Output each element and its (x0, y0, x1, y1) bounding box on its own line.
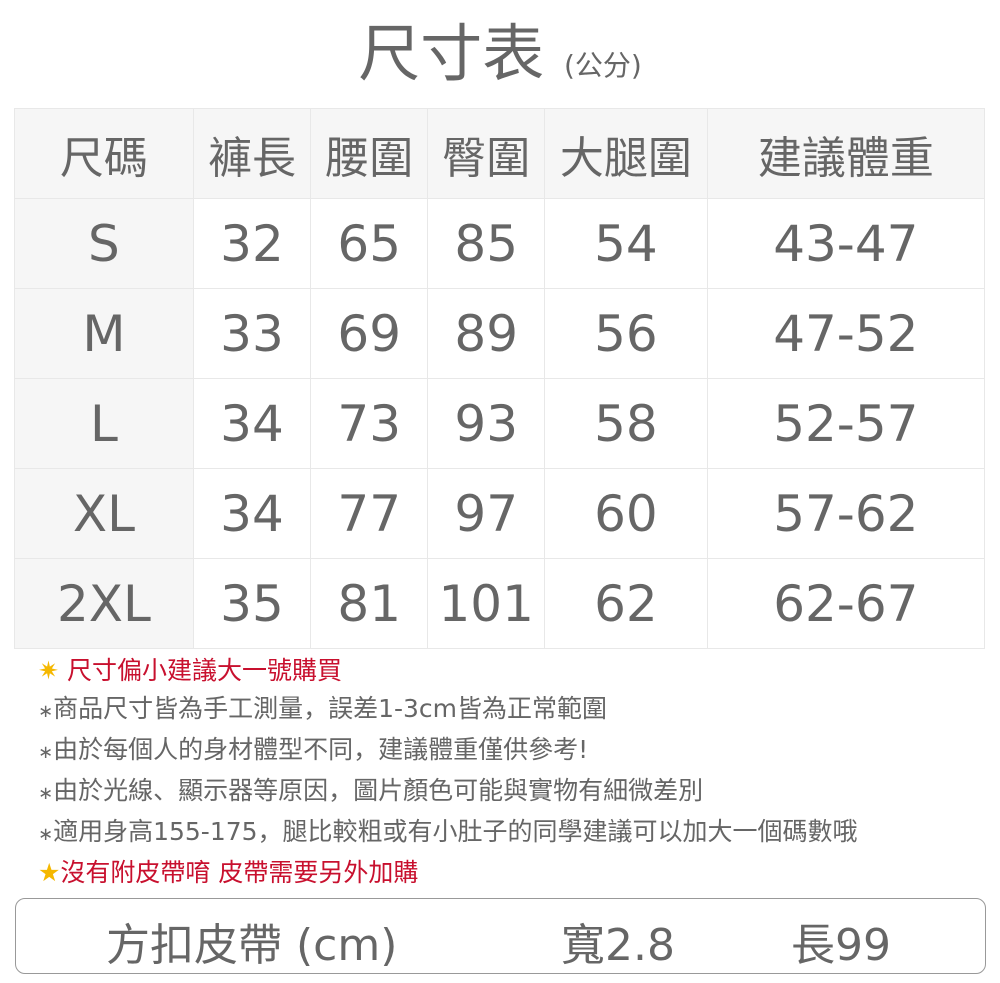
table-cell: 57-62 (706, 468, 986, 559)
table-cell: S (14, 198, 194, 289)
asterisk-icon: ∗ (38, 783, 54, 804)
note-item: ∗商品尺寸皆為手工測量，誤差1-3cm皆為正常範圍 (38, 690, 858, 731)
table-cell: 2XL (14, 558, 194, 649)
table-cell: 60 (544, 468, 708, 559)
table-cell: 89 (427, 288, 546, 379)
table-cell: 35 (192, 558, 312, 649)
note-item: ∗適用身高155-175，腿比較粗或有小肚子的同學建議可以加大一個碼數哦 (38, 813, 858, 854)
note-text: 適用身高155-175，腿比較粗或有小肚子的同學建議可以加大一個碼數哦 (53, 817, 858, 846)
note-item: ∗由於光線、顯示器等原因，圖片顏色可能與實物有細微差別 (38, 772, 858, 813)
table-cell: 47-52 (706, 288, 986, 379)
star-icon: ★ (38, 858, 61, 887)
table-cell: 62 (544, 558, 708, 649)
column-header: 臀圍 (427, 108, 546, 199)
table-cell: M (14, 288, 194, 379)
page-title: 尺寸表 (公分) (0, 14, 1000, 106)
note-text: 由於每個人的身材體型不同，建議體重僅供參考! (53, 735, 589, 764)
table-cell: 101 (427, 558, 546, 649)
table-cell: 34 (192, 378, 312, 469)
table-cell: 65 (310, 198, 429, 289)
column-header: 尺碼 (14, 108, 194, 199)
table-cell: 58 (544, 378, 708, 469)
table-cell: 56 (544, 288, 708, 379)
belt-length: 長99 (791, 920, 891, 971)
table-row: 2XL 35 81 101 62 62-67 (14, 558, 986, 649)
note-item: ✷ 尺寸偏小建議大一號購買 (38, 652, 858, 690)
note-text: 尺寸偏小建議大一號購買 (66, 656, 342, 685)
column-header: 建議體重 (706, 108, 986, 199)
table-cell: 81 (310, 558, 429, 649)
note-text: 沒有附皮帶唷 皮帶需要另外加購 (60, 858, 419, 887)
table-cell: 33 (192, 288, 312, 379)
column-header: 褲長 (192, 108, 312, 199)
asterisk-icon: ∗ (38, 701, 54, 722)
table-cell: 85 (427, 198, 546, 289)
header-row: 尺碼 褲長 腰圍 臀圍 大腿圍 建議體重 (14, 108, 986, 199)
note-text: 商品尺寸皆為手工測量，誤差1-3cm皆為正常範圍 (53, 694, 608, 723)
table-cell: 54 (544, 198, 708, 289)
column-header: 腰圍 (310, 108, 429, 199)
table-cell: XL (14, 468, 194, 559)
note-item: ★沒有附皮帶唷 皮帶需要另外加購 (38, 854, 858, 892)
table-cell: 73 (310, 378, 429, 469)
column-header: 大腿圍 (544, 108, 708, 199)
belt-info: 方扣皮帶 (cm) 寬2.8 長99 (15, 898, 986, 974)
size-table: 尺碼 褲長 腰圍 臀圍 大腿圍 建議體重 S 32 65 85 54 43-47 M 33 69 89 56 47… (14, 108, 986, 649)
table-cell: L (14, 378, 194, 469)
table-cell: 77 (310, 468, 429, 559)
table-cell: 32 (192, 198, 312, 289)
belt-width: 寬2.8 (561, 920, 675, 971)
note-item: ∗由於每個人的身材體型不同，建議體重僅供參考! (38, 731, 858, 772)
title-text: 尺寸表 (358, 17, 545, 90)
star-icon: ✷ (38, 656, 59, 685)
table-cell: 52-57 (706, 378, 986, 469)
title-unit: (公分) (563, 49, 642, 82)
table-row: XL 34 77 97 60 57-62 (14, 468, 986, 559)
asterisk-icon: ∗ (38, 824, 54, 845)
table-cell: 62-67 (706, 558, 986, 649)
note-text: 由於光線、顯示器等原因，圖片顏色可能與實物有細微差別 (53, 776, 704, 805)
asterisk-icon: ∗ (38, 742, 54, 763)
table-row: S 32 65 85 54 43-47 (14, 198, 986, 289)
table-cell: 97 (427, 468, 546, 559)
table-cell: 69 (310, 288, 429, 379)
table-cell: 43-47 (706, 198, 986, 289)
table-cell: 93 (427, 378, 546, 469)
notes: ✷ 尺寸偏小建議大一號購買 ∗商品尺寸皆為手工測量，誤差1-3cm皆為正常範圍 ∗由於… (38, 652, 858, 892)
table-cell: 34 (192, 468, 312, 559)
table-row: M 33 69 89 56 47-52 (14, 288, 986, 379)
belt-name: 方扣皮帶 (cm) (106, 920, 398, 971)
table-row: L 34 73 93 58 52-57 (14, 378, 986, 469)
